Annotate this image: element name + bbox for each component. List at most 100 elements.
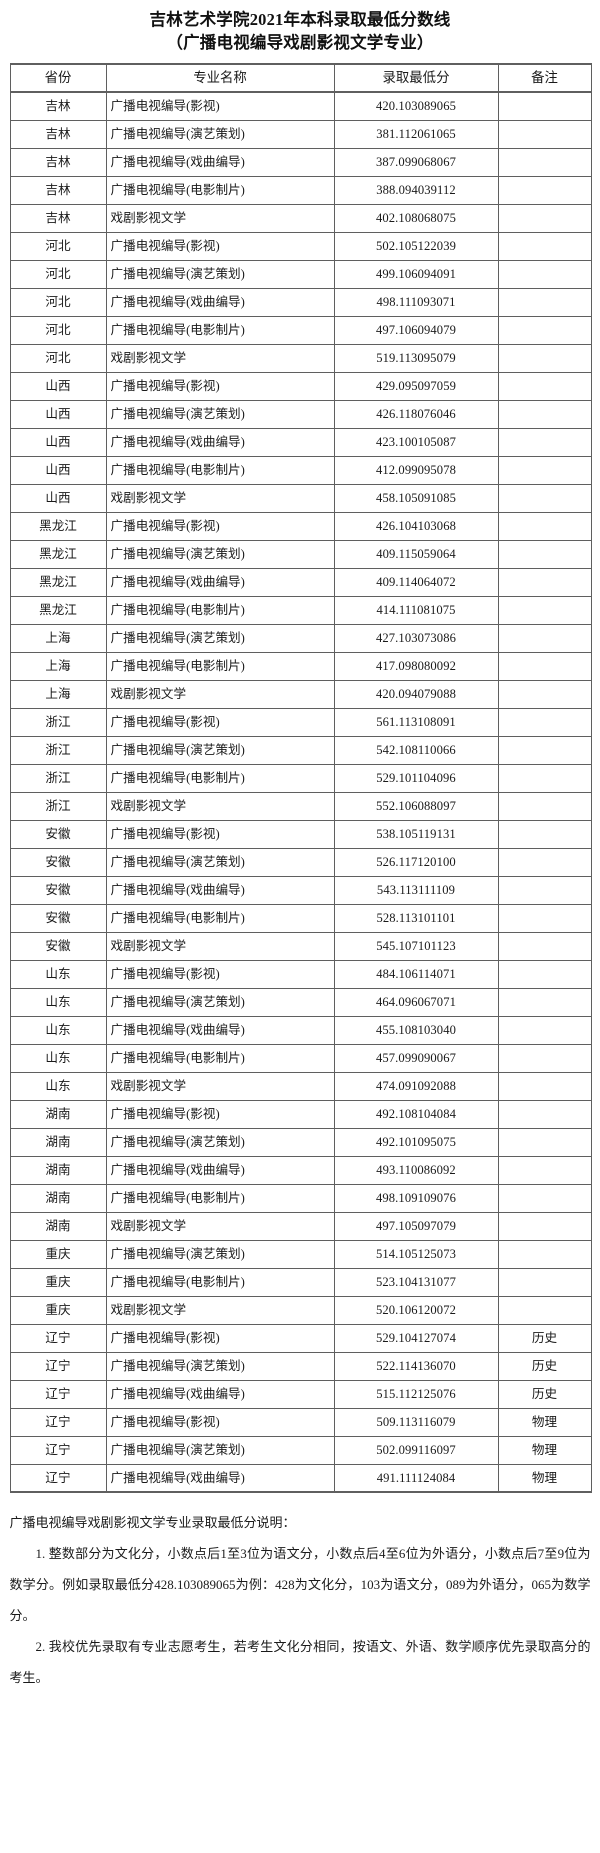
title-line-subtitle: （广播电视编导戏剧影视文学专业） <box>166 33 434 52</box>
cell-note <box>497 371 592 401</box>
cell-note <box>497 399 592 429</box>
cell-note <box>497 595 592 625</box>
cell-note: 历史 <box>497 1323 592 1353</box>
table-row: 上海 广播电视编导(演艺策划) 427.103073086 <box>9 623 592 653</box>
cell-note <box>497 147 592 177</box>
cell-note <box>497 1015 592 1045</box>
cell-major: 广播电视编导(演艺策划) <box>105 1351 335 1381</box>
table-row: 安徽 广播电视编导(戏曲编导) 543.113111109 <box>9 875 592 905</box>
cell-note <box>497 959 592 989</box>
cell-score: 387.099068067 <box>333 147 499 177</box>
table-row: 吉林 广播电视编导(电影制片) 388.094039112 <box>9 175 592 205</box>
table-row: 辽宁 广播电视编导(影视) 509.113116079 物理 <box>9 1407 592 1437</box>
table-row: 湖南 广播电视编导(演艺策划) 492.101095075 <box>9 1127 592 1157</box>
cell-score: 409.114064072 <box>333 567 499 597</box>
table-row: 河北 广播电视编导(影视) 502.105122039 <box>9 231 592 261</box>
cell-score: 420.094079088 <box>333 679 499 709</box>
cell-note <box>497 735 592 765</box>
cell-note: 历史 <box>497 1379 592 1409</box>
table-row: 河北 广播电视编导(演艺策划) 499.106094091 <box>9 259 592 289</box>
cell-score: 429.095097059 <box>333 371 499 401</box>
footnote-item-1: 1. 整数部分为文化分，小数点后1至3位为语文分，小数点后4至6位为外语分，小数… <box>9 1546 591 1623</box>
cell-province: 重庆 <box>9 1267 107 1297</box>
cell-score: 543.113111109 <box>333 875 499 905</box>
table-row: 浙江 戏剧影视文学 552.106088097 <box>9 791 592 821</box>
table-row: 重庆 戏剧影视文学 520.106120072 <box>9 1295 592 1325</box>
cell-score: 526.117120100 <box>333 847 499 877</box>
table-row: 安徽 广播电视编导(电影制片) 528.113101101 <box>9 903 592 933</box>
cell-score: 492.101095075 <box>333 1127 499 1157</box>
cell-score: 426.118076046 <box>333 399 499 429</box>
cell-score: 515.112125076 <box>333 1379 499 1409</box>
cell-score: 417.098080092 <box>333 651 499 681</box>
cell-province: 湖南 <box>9 1099 107 1129</box>
cell-score: 519.113095079 <box>333 343 499 373</box>
cell-note <box>497 1127 592 1157</box>
cell-province: 山东 <box>9 1071 107 1101</box>
table-row: 河北 广播电视编导(电影制片) 497.106094079 <box>9 315 592 345</box>
cell-note <box>497 1183 592 1213</box>
cell-major: 广播电视编导(戏曲编导) <box>105 147 335 177</box>
cell-note <box>497 903 592 933</box>
document-title: 吉林艺术学院2021年本科录取最低分数线 （广播电视编导戏剧影视文学专业） <box>0 0 600 54</box>
cell-province: 辽宁 <box>9 1463 107 1493</box>
cell-province: 重庆 <box>9 1295 107 1325</box>
cell-score: 484.106114071 <box>333 959 499 989</box>
cell-note <box>497 987 592 1017</box>
admission-score-table: 省份 专业名称 录取最低分 备注 吉林 广播电视编导(影视) 420.1030890… <box>9 63 592 1493</box>
cell-major: 戏剧影视文学 <box>105 1071 335 1101</box>
table-row: 山东 广播电视编导(影视) 484.106114071 <box>9 959 592 989</box>
cell-score: 412.099095078 <box>333 455 499 485</box>
table-row: 黑龙江 广播电视编导(演艺策划) 409.115059064 <box>9 539 592 569</box>
table-row: 湖南 戏剧影视文学 497.105097079 <box>9 1211 592 1241</box>
cell-score: 402.108068075 <box>333 203 499 233</box>
cell-score: 502.105122039 <box>333 231 499 261</box>
cell-major: 广播电视编导(电影制片) <box>105 175 335 205</box>
cell-major: 广播电视编导(演艺策划) <box>105 1127 335 1157</box>
cell-note <box>497 623 592 653</box>
cell-major: 广播电视编导(戏曲编导) <box>105 287 335 317</box>
cell-score: 520.106120072 <box>333 1295 499 1325</box>
cell-note <box>497 231 592 261</box>
cell-note <box>497 1155 592 1185</box>
cell-major: 广播电视编导(影视) <box>105 1407 335 1437</box>
cell-note <box>497 315 592 345</box>
cell-major: 广播电视编导(电影制片) <box>105 651 335 681</box>
table-row: 重庆 广播电视编导(电影制片) 523.104131077 <box>9 1267 592 1297</box>
table-row: 吉林 广播电视编导(影视) 420.103089065 <box>9 91 592 121</box>
cell-province: 吉林 <box>9 119 107 149</box>
cell-major: 广播电视编导(电影制片) <box>105 763 335 793</box>
cell-province: 辽宁 <box>9 1379 107 1409</box>
cell-major: 广播电视编导(电影制片) <box>105 1043 335 1073</box>
cell-note <box>497 847 592 877</box>
cell-province: 山东 <box>9 959 107 989</box>
cell-score: 498.109109076 <box>333 1183 499 1213</box>
cell-note <box>497 511 592 541</box>
cell-score: 464.096067071 <box>333 987 499 1017</box>
cell-major: 广播电视编导(电影制片) <box>105 315 335 345</box>
cell-major: 广播电视编导(戏曲编导) <box>105 1015 335 1045</box>
table-row: 黑龙江 广播电视编导(戏曲编导) 409.114064072 <box>9 567 592 597</box>
cell-note: 历史 <box>497 1351 592 1381</box>
cell-major: 广播电视编导(演艺策划) <box>105 539 335 569</box>
cell-major: 广播电视编导(戏曲编导) <box>105 427 335 457</box>
column-header-province: 省份 <box>9 63 107 93</box>
cell-score: 457.099090067 <box>333 1043 499 1073</box>
cell-major: 广播电视编导(戏曲编导) <box>105 1379 335 1409</box>
column-header-score: 录取最低分 <box>333 63 499 93</box>
cell-note <box>497 175 592 205</box>
cell-score: 529.104127074 <box>333 1323 499 1353</box>
cell-score: 493.110086092 <box>333 1155 499 1185</box>
cell-note <box>497 539 592 569</box>
cell-major: 广播电视编导(戏曲编导) <box>105 567 335 597</box>
table-row: 安徽 戏剧影视文学 545.107101123 <box>9 931 592 961</box>
table-row: 山东 戏剧影视文学 474.091092088 <box>9 1071 592 1101</box>
cell-score: 545.107101123 <box>333 931 499 961</box>
cell-province: 河北 <box>9 259 107 289</box>
cell-note <box>497 931 592 961</box>
table-row: 吉林 戏剧影视文学 402.108068075 <box>9 203 592 233</box>
table-row: 山西 广播电视编导(演艺策划) 426.118076046 <box>9 399 592 429</box>
table-row: 山西 戏剧影视文学 458.105091085 <box>9 483 592 513</box>
cell-province: 上海 <box>9 651 107 681</box>
